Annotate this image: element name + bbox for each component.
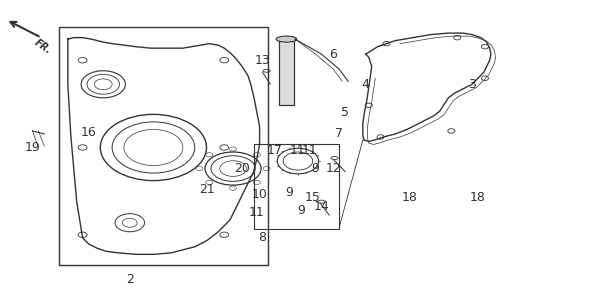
Text: 3: 3 [468,78,476,91]
Text: 11: 11 [302,144,317,157]
Text: 19: 19 [25,141,40,154]
Text: 13: 13 [255,54,270,67]
Text: 7: 7 [335,127,343,141]
Text: 12: 12 [326,162,341,175]
Text: 18: 18 [470,191,486,204]
Text: 4: 4 [362,78,370,91]
Text: 9: 9 [285,186,293,199]
Text: 15: 15 [305,191,320,204]
Text: 11: 11 [290,144,306,157]
Bar [254,144,339,229]
Bar [59,27,268,265]
Text: 9: 9 [297,204,305,217]
Text: 21: 21 [199,183,214,196]
Bar [279,39,294,105]
Text: 6: 6 [329,48,337,61]
Text: 8: 8 [258,231,267,244]
Text: 20: 20 [234,162,250,175]
Text: 14: 14 [314,200,329,213]
Text: 2: 2 [126,273,134,287]
Text: 10: 10 [252,188,267,201]
Text: 17: 17 [267,144,282,157]
Text: 11: 11 [249,206,264,219]
Text: FR.: FR. [32,38,53,56]
Text: 5: 5 [341,106,349,119]
Bar [279,39,294,105]
Text: 9: 9 [312,162,320,175]
Text: 16: 16 [81,126,96,139]
Ellipse shape [276,36,297,42]
Text: 18: 18 [402,191,418,204]
